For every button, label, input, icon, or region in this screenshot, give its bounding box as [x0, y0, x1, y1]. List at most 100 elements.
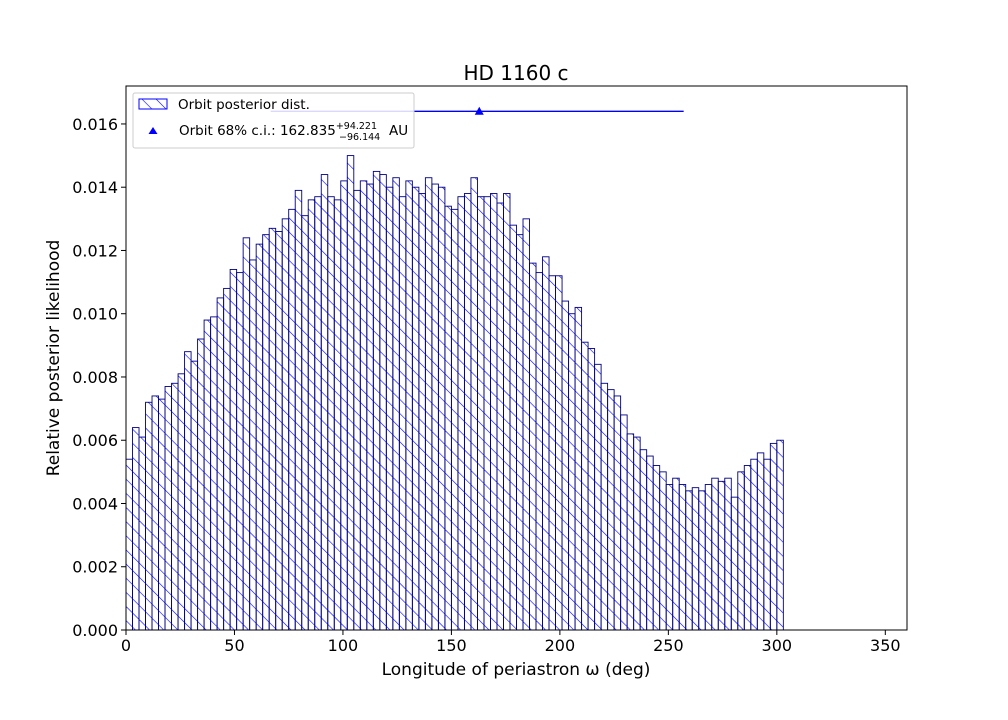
histogram-bar — [307, 199, 316, 631]
histogram-bar — [516, 234, 524, 631]
histogram-bar — [268, 227, 277, 631]
histogram-bar — [164, 386, 173, 631]
histogram-bar — [529, 262, 537, 631]
histogram-bar — [561, 300, 570, 631]
legend-triangle-marker-icon — [148, 127, 158, 134]
x-tick-label: 350 — [870, 636, 901, 655]
histogram-bar — [314, 196, 322, 631]
histogram-bar — [190, 360, 199, 631]
histogram-bar — [359, 180, 368, 631]
y-tick-label: 0.016 — [72, 115, 118, 134]
legend: Orbit posterior dist. Orbit 68% c.i.: 16… — [132, 92, 415, 149]
histogram-bar — [177, 373, 186, 631]
plot-frame — [125, 85, 908, 631]
histogram-bar — [483, 196, 491, 631]
histogram-bar — [737, 471, 745, 631]
histogram-bar — [756, 452, 765, 631]
histogram-bar — [490, 193, 498, 631]
histogram-bar — [437, 186, 446, 631]
legend-ci-label: Orbit 68% c.i.: 162.835+94.221 −96.144 AU — [179, 121, 408, 143]
histogram-bar — [594, 363, 602, 631]
y-tick-label: 0.012 — [72, 241, 118, 260]
histogram-bar — [704, 484, 713, 631]
histogram-bar — [444, 205, 452, 631]
histogram-bar — [711, 477, 719, 631]
histogram-bar — [750, 458, 758, 631]
legend-box — [132, 92, 415, 149]
histogram-bar — [665, 484, 674, 631]
histogram-bar — [158, 398, 166, 631]
histogram-bar — [184, 351, 192, 631]
histogram-bar — [503, 193, 511, 631]
histogram-bar — [691, 487, 700, 631]
histogram-bar — [678, 484, 687, 631]
histogram-bar — [463, 193, 472, 631]
histogram-bar — [327, 196, 335, 631]
histogram-bar — [405, 180, 413, 631]
histogram-bar — [626, 433, 635, 631]
histogram-bar — [125, 458, 133, 631]
histogram-bar — [424, 177, 433, 631]
histogram-bar — [431, 183, 439, 631]
histogram-bar — [607, 389, 615, 631]
histogram-bar — [769, 442, 778, 631]
histogram-bar — [581, 341, 589, 631]
histogram-bar — [535, 272, 543, 631]
y-tick-label: 0.000 — [72, 621, 118, 640]
y-tick-label: 0.010 — [72, 305, 118, 324]
histogram-bar — [223, 287, 231, 631]
histogram-bar — [587, 348, 596, 631]
histogram-bar — [652, 465, 661, 631]
histogram-bar — [418, 193, 426, 631]
histogram-bar — [600, 382, 609, 631]
histogram-bar — [620, 414, 628, 631]
histogram-bar — [633, 436, 641, 631]
histogram-bar — [522, 218, 530, 631]
x-tick-label: 150 — [436, 636, 467, 655]
legend-hatch-swatch — [138, 98, 168, 110]
x-tick-label: 100 — [328, 636, 359, 655]
histogram-bar — [730, 496, 739, 631]
histogram-bar — [151, 395, 159, 631]
y-tick-label: 0.002 — [72, 558, 118, 577]
y-tick-label: 0.014 — [72, 178, 118, 197]
histogram-bar — [385, 186, 394, 631]
histogram-bar — [216, 297, 225, 631]
histogram-bar — [743, 465, 752, 631]
histogram-bar — [496, 202, 504, 631]
histogram-bar — [477, 196, 485, 631]
histogram-bar — [171, 382, 179, 631]
histogram-bar — [145, 401, 153, 631]
histogram-bar — [392, 177, 400, 631]
y-axis-label: Relative posterior likelihood — [44, 240, 64, 477]
histogram-bar — [236, 272, 244, 631]
y-tick-label: 0.006 — [72, 431, 118, 450]
histogram-bar — [555, 275, 563, 631]
histogram-bar — [249, 259, 257, 631]
histogram-bar — [509, 224, 517, 631]
x-tick-label: 50 — [224, 636, 244, 655]
histogram-bar — [776, 439, 784, 631]
histogram-bar — [255, 243, 264, 631]
ci-median-marker-icon — [474, 106, 484, 115]
y-axis-ticks: 0.000 0.002 0.004 0.006 0.008 0.010 0.012 0.014… — [72, 115, 126, 640]
histogram-bar — [542, 256, 550, 631]
histogram-bar — [210, 316, 218, 631]
histogram-bar — [353, 189, 361, 631]
histogram-bars — [125, 155, 784, 631]
histogram-bar — [379, 174, 387, 631]
histogram-bar — [639, 449, 648, 631]
x-tick-label: 0 — [121, 636, 131, 655]
legend-histogram-label: Orbit posterior dist. — [178, 97, 310, 113]
histogram-bar — [698, 490, 706, 631]
histogram-bar — [275, 231, 283, 631]
legend-ci-minus: −96.144 — [339, 132, 380, 143]
y-tick-label: 0.008 — [72, 368, 118, 387]
histogram-bar — [470, 177, 478, 631]
histogram-bar — [685, 490, 693, 631]
histogram-bar — [724, 477, 732, 631]
x-axis-ticks: 0 50 100 150 200 250 300 350 — [121, 630, 901, 655]
histogram-bar — [132, 427, 140, 631]
legend-ci-plus: +94.221 — [336, 121, 377, 132]
